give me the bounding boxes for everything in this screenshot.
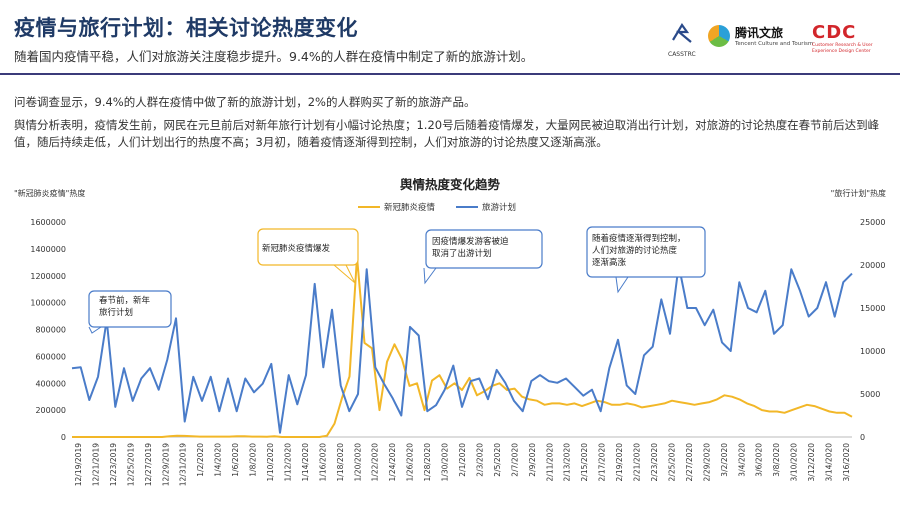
tencent-mark-icon xyxy=(708,24,730,47)
x-tick-label: 2/23/2020 xyxy=(650,443,659,482)
x-tick-label: 12/27/2019 xyxy=(144,443,153,486)
annotation-text: 新冠肺炎疫情爆发 xyxy=(262,243,331,254)
annotation-text: 逐渐高涨 xyxy=(592,257,627,268)
legend-label-covid: 新冠肺炎疫情 xyxy=(384,202,436,213)
tencent-logo: 腾讯文旅 Tencent Culture and Tourism xyxy=(708,24,813,47)
x-tick-label: 1/22/2020 xyxy=(371,443,380,482)
x-tick-label: 1/14/2020 xyxy=(301,443,310,482)
casstrc-logo: CASSTRC xyxy=(668,22,696,58)
x-tick-label: 3/10/2020 xyxy=(790,443,799,482)
survey-paragraph: 问卷调查显示，9.4%的人群在疫情中做了新的旅游计划，2%的人群购买了新的旅游产… xyxy=(14,95,476,109)
y-right-tick-label: 25000 xyxy=(860,218,885,227)
series-line-travel xyxy=(71,264,853,434)
x-tick-label: 2/1/2020 xyxy=(458,443,467,477)
annotation-text: 因疫情爆发游客被迫 xyxy=(432,236,509,247)
y-right-tick-label: 5000 xyxy=(860,390,880,399)
annotation-box xyxy=(586,226,706,278)
header-divider xyxy=(0,73,900,75)
x-tick-label: 12/19/2019 xyxy=(74,443,83,486)
annotation-pointer xyxy=(423,267,437,285)
y-left-tick-label: 0 xyxy=(61,433,66,442)
annotation-box xyxy=(88,290,172,328)
y-left-tick-label: 800000 xyxy=(35,326,66,335)
annotation-text: 人们对旅游的讨论热度 xyxy=(592,245,678,256)
x-tick-label: 12/25/2019 xyxy=(126,443,135,486)
x-tick-label: 3/8/2020 xyxy=(772,443,781,477)
casstrc-mark-icon xyxy=(669,22,695,49)
y-left-tick-label: 600000 xyxy=(35,352,66,361)
tencent-subtext: Tencent Culture and Tourism xyxy=(735,41,814,47)
y-right-tick-label: 15000 xyxy=(860,304,885,313)
x-tick-label: 1/12/2020 xyxy=(283,443,292,482)
tencent-text: 腾讯文旅 xyxy=(735,26,784,40)
cdc-logo: CDC Customer Research & User Experience … xyxy=(812,22,882,55)
x-tick-label: 1/8/2020 xyxy=(249,443,258,477)
x-tick-label: 2/25/2020 xyxy=(667,443,676,482)
analysis-paragraph: 舆情分析表明，疫情发生前，网民在元旦前后对新年旅行计划有小幅讨论热度；1.20号… xyxy=(14,118,880,149)
x-tick-label: 2/27/2020 xyxy=(685,443,694,482)
x-tick-label: 12/29/2019 xyxy=(161,443,170,486)
page-title: 疫情与旅行计划：相关讨论热度变化 xyxy=(14,16,358,40)
y-left-tick-label: 400000 xyxy=(35,379,66,388)
annotation-text: 旅行计划 xyxy=(99,307,133,318)
x-tick-label: 2/9/2020 xyxy=(528,443,537,477)
x-tick-label: 1/30/2020 xyxy=(441,443,450,482)
x-tick-label: 2/19/2020 xyxy=(615,443,624,482)
chart-title: 舆情热度变化趋势 xyxy=(400,177,501,192)
x-tick-label: 1/16/2020 xyxy=(318,443,327,482)
casstrc-text: CASSTRC xyxy=(668,51,696,58)
x-tick-label: 3/4/2020 xyxy=(737,443,746,477)
x-tick-label: 2/17/2020 xyxy=(598,443,607,482)
x-tick-label: 1/28/2020 xyxy=(423,443,432,482)
x-tick-label: 1/6/2020 xyxy=(231,443,240,477)
annotation-pointer xyxy=(333,264,356,284)
cdc-subtext: Customer Research & User Experience Desi… xyxy=(812,43,873,54)
annotation-box xyxy=(257,228,359,266)
y-left-tick-label: 1200000 xyxy=(30,272,66,281)
annotation-pointer xyxy=(88,326,102,334)
y-left-tick-label: 200000 xyxy=(35,406,66,415)
x-tick-label: 12/23/2019 xyxy=(109,443,118,486)
annotation-box xyxy=(425,229,543,269)
x-tick-label: 1/4/2020 xyxy=(214,443,223,477)
y-right-tick-label: 10000 xyxy=(860,347,885,356)
page-subtitle: 随着国内疫情平稳，人们对旅游关注度稳步提升。9.4%的人群在疫情中制定了新的旅游… xyxy=(14,49,534,64)
x-tick-label: 2/3/2020 xyxy=(475,443,484,477)
annotation-text: 随着疫情逐渐得到控制， xyxy=(592,233,686,244)
x-tick-label: 12/21/2019 xyxy=(91,443,100,486)
x-tick-label: 3/16/2020 xyxy=(842,443,851,482)
x-tick-label: 1/24/2020 xyxy=(388,443,397,482)
x-tick-label: 3/2/2020 xyxy=(720,443,729,477)
x-tick-label: 2/5/2020 xyxy=(493,443,502,477)
x-tick-label: 2/29/2020 xyxy=(702,443,711,482)
x-tick-label: 1/20/2020 xyxy=(353,443,362,482)
x-tick-label: 1/18/2020 xyxy=(336,443,345,482)
legend-label-travel: 旅游计划 xyxy=(482,202,516,213)
y-right-tick-label: 20000 xyxy=(860,261,885,270)
y-left-tick-label: 1000000 xyxy=(30,299,66,308)
x-tick-label: 3/6/2020 xyxy=(755,443,764,477)
x-tick-label: 2/21/2020 xyxy=(633,443,642,482)
y-right-axis-label: "旅行计划"热度 xyxy=(831,188,886,198)
cdc-text: CDC xyxy=(812,22,857,43)
x-tick-label: 2/13/2020 xyxy=(563,443,572,482)
x-tick-label: 1/26/2020 xyxy=(406,443,415,482)
annotation-pointer xyxy=(615,276,629,294)
x-tick-label: 3/12/2020 xyxy=(807,443,816,482)
annotation-text: 取消了出游计划 xyxy=(432,248,492,259)
x-tick-label: 3/14/2020 xyxy=(825,443,834,482)
x-tick-label: 1/2/2020 xyxy=(196,443,205,477)
x-tick-label: 2/11/2020 xyxy=(545,443,554,482)
y-left-tick-label: 1400000 xyxy=(30,245,66,254)
y-left-axis-label: "新冠肺炎疫情"热度 xyxy=(14,188,85,198)
series-line-covid xyxy=(72,255,853,438)
x-tick-label: 2/15/2020 xyxy=(580,443,589,482)
y-right-tick-label: 0 xyxy=(860,433,865,442)
x-tick-label: 1/10/2020 xyxy=(266,443,275,482)
y-left-tick-label: 1600000 xyxy=(30,218,66,227)
annotation-text: 春节前，新年 xyxy=(99,295,151,306)
x-tick-label: 12/31/2019 xyxy=(179,443,188,486)
x-tick-label: 2/7/2020 xyxy=(510,443,519,477)
